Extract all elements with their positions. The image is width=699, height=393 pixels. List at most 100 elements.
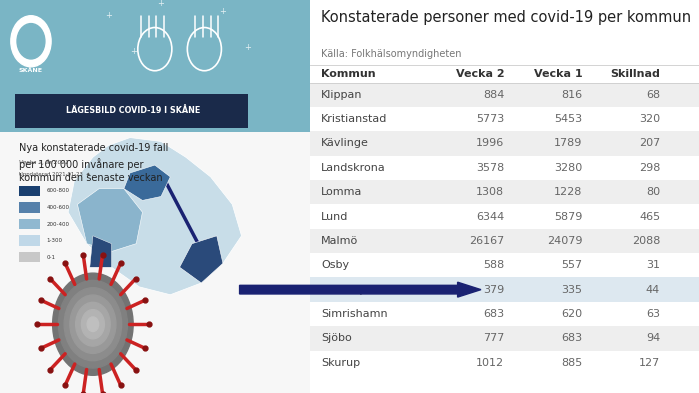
Text: 63: 63: [646, 309, 660, 319]
Bar: [310, 253, 699, 277]
Text: +: +: [130, 47, 136, 55]
Text: 44: 44: [646, 285, 660, 295]
Circle shape: [70, 295, 116, 353]
Text: 1996: 1996: [476, 138, 504, 149]
Text: Vecka 1: Vecka 1: [533, 69, 582, 79]
Bar: [310, 156, 699, 180]
Bar: [310, 326, 699, 351]
Text: 200-400: 200-400: [46, 222, 69, 226]
Bar: [0, 0, 310, 132]
Bar: [19, 235, 41, 246]
Text: SKÅNE: SKÅNE: [19, 68, 43, 73]
Text: 465: 465: [639, 211, 660, 222]
Text: 335: 335: [561, 285, 582, 295]
Text: LÄGESBILD COVID-19 I SKÅNE: LÄGESBILD COVID-19 I SKÅNE: [66, 106, 201, 114]
Text: 1012: 1012: [476, 358, 504, 368]
Text: 298: 298: [639, 163, 660, 173]
Text: +: +: [105, 11, 112, 20]
Text: Sjöbo: Sjöbo: [322, 333, 352, 343]
Text: 5453: 5453: [554, 114, 582, 124]
Bar: [310, 351, 699, 375]
Text: 68: 68: [646, 90, 660, 100]
Bar: [19, 252, 41, 262]
Bar: [0, 132, 310, 393]
Text: Malmö: Malmö: [322, 236, 359, 246]
Bar: [15, 94, 247, 128]
Polygon shape: [89, 236, 111, 267]
Text: Vecka 2, år 2021: Vecka 2, år 2021: [19, 159, 69, 165]
Polygon shape: [180, 236, 223, 283]
Text: 3280: 3280: [554, 163, 582, 173]
Text: 1-300: 1-300: [46, 238, 62, 243]
Text: +: +: [157, 0, 164, 8]
Text: 1308: 1308: [476, 187, 504, 197]
Text: 557: 557: [561, 260, 582, 270]
Bar: [310, 277, 699, 302]
Text: 24079: 24079: [547, 236, 582, 246]
Text: Skillnad: Skillnad: [610, 69, 660, 79]
Text: 683: 683: [483, 309, 504, 319]
Bar: [19, 186, 41, 196]
Text: Konstaterade personer med covid-19 per kommun: Konstaterade personer med covid-19 per k…: [322, 10, 691, 25]
Bar: [310, 229, 699, 253]
Text: 94: 94: [646, 333, 660, 343]
Text: 2088: 2088: [632, 236, 660, 246]
Text: 80: 80: [646, 187, 660, 197]
Text: 31: 31: [646, 260, 660, 270]
Text: 400-600: 400-600: [46, 205, 69, 210]
Bar: [310, 107, 699, 131]
Text: 588: 588: [483, 260, 504, 270]
Text: Klippan: Klippan: [322, 90, 363, 100]
Circle shape: [11, 16, 51, 67]
Bar: [19, 202, 41, 213]
Text: 5773: 5773: [476, 114, 504, 124]
Bar: [310, 180, 699, 204]
Text: 884: 884: [483, 90, 504, 100]
Text: 320: 320: [639, 114, 660, 124]
Text: Simrishamn: Simrishamn: [322, 309, 388, 319]
Text: +: +: [244, 43, 251, 51]
Bar: [310, 131, 699, 156]
Text: Skurup: Skurup: [322, 358, 361, 368]
Bar: [310, 204, 699, 229]
Circle shape: [59, 281, 127, 368]
Text: Kristianstad: Kristianstad: [322, 114, 388, 124]
Text: 683: 683: [561, 333, 582, 343]
Circle shape: [52, 273, 133, 375]
Text: +: +: [219, 7, 226, 16]
Text: 885: 885: [561, 358, 582, 368]
FancyArrow shape: [240, 282, 481, 297]
Circle shape: [75, 302, 110, 346]
Circle shape: [87, 317, 99, 332]
Text: 620: 620: [561, 309, 582, 319]
Text: 26167: 26167: [469, 236, 504, 246]
Polygon shape: [124, 165, 171, 200]
Text: Landskrona: Landskrona: [322, 163, 386, 173]
Text: 207: 207: [639, 138, 660, 149]
Text: Uppdaterad 2021-01-23  ✦: Uppdaterad 2021-01-23 ✦: [19, 172, 90, 177]
Text: 379: 379: [483, 285, 504, 295]
Text: 3578: 3578: [476, 163, 504, 173]
Text: 127: 127: [639, 358, 660, 368]
Text: 777: 777: [483, 333, 504, 343]
Circle shape: [17, 24, 45, 59]
Text: 6344: 6344: [476, 211, 504, 222]
Bar: [310, 83, 699, 107]
Text: Perstorp: Perstorp: [322, 285, 368, 295]
Text: 1789: 1789: [554, 138, 582, 149]
Circle shape: [64, 288, 122, 361]
Polygon shape: [68, 138, 242, 295]
Text: 816: 816: [561, 90, 582, 100]
Text: Kommun: Kommun: [322, 69, 376, 79]
Text: 600-800: 600-800: [46, 189, 69, 193]
Circle shape: [81, 310, 104, 339]
Text: Kävlinge: Kävlinge: [322, 138, 369, 149]
Text: Lund: Lund: [322, 211, 349, 222]
Text: Lomma: Lomma: [322, 187, 363, 197]
Bar: [19, 219, 41, 229]
Bar: [310, 302, 699, 326]
Text: Nya konstaterade covid-19 fall
per 100 000 invånare per
kommun den senaste vecka: Nya konstaterade covid-19 fall per 100 0…: [19, 143, 168, 184]
Text: Vecka 2: Vecka 2: [456, 69, 504, 79]
Polygon shape: [78, 189, 143, 252]
Text: Osby: Osby: [322, 260, 350, 270]
